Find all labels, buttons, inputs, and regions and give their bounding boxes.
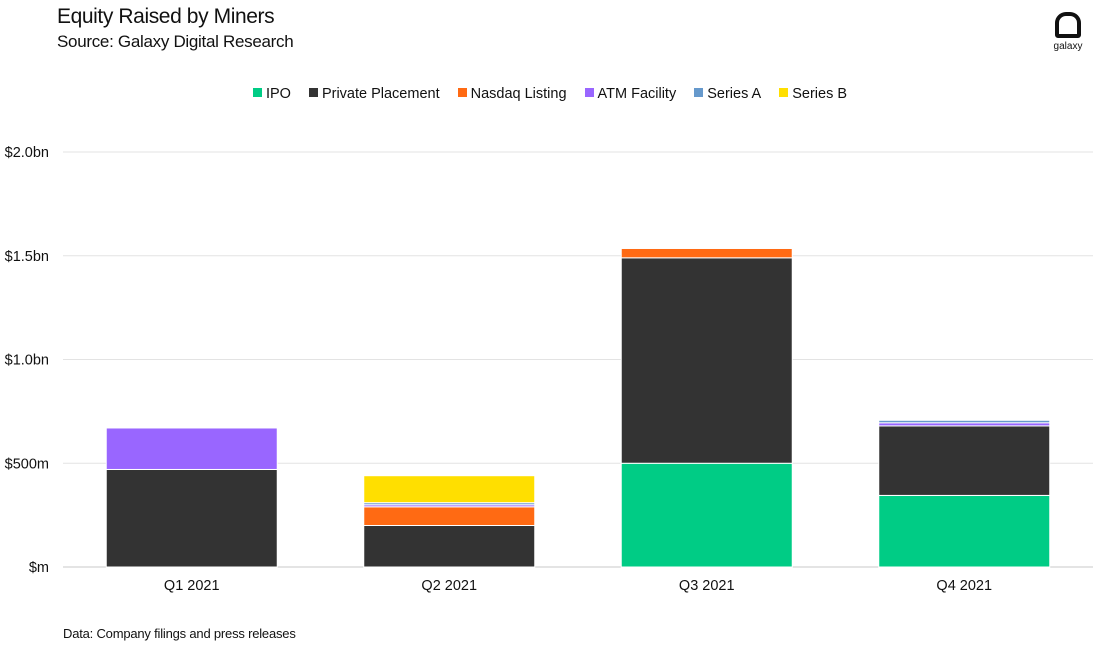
galaxy-logo: galaxy bbox=[1048, 12, 1088, 52]
galaxy-logo-icon bbox=[1055, 12, 1081, 38]
y-tick-label: $2.0bn bbox=[5, 145, 49, 161]
legend-swatch bbox=[694, 88, 704, 97]
chart-legend: IPO Private Placement Nasdaq Listing ATM Fa… bbox=[0, 86, 1100, 102]
legend-label: Nasdaq Listing bbox=[470, 86, 567, 102]
legend-item: Series A bbox=[694, 86, 761, 102]
legend-swatch bbox=[308, 88, 318, 97]
x-tick-label: Q2 2021 bbox=[421, 578, 477, 594]
legend-label: IPO bbox=[265, 86, 291, 102]
bar-segment bbox=[105, 468, 278, 568]
legend-label: Series B bbox=[792, 86, 848, 102]
bar-segment bbox=[878, 419, 1051, 424]
legend-item: Private Placement bbox=[308, 86, 440, 102]
chart-title: Equity Raised by Miners bbox=[57, 5, 275, 28]
bar-segment bbox=[620, 257, 793, 464]
bar-segment bbox=[105, 427, 278, 470]
y-tick-label: $1.0bn bbox=[5, 353, 49, 369]
legend-item: Series B bbox=[779, 86, 847, 102]
bar-segment bbox=[620, 247, 793, 259]
bar-segment bbox=[878, 425, 1051, 496]
legend-swatch bbox=[779, 88, 789, 97]
legend-item: IPO bbox=[252, 86, 291, 102]
bar-segment bbox=[363, 475, 536, 504]
x-tick-label: Q1 2021 bbox=[164, 578, 220, 594]
legend-item: Nasdaq Listing bbox=[457, 86, 567, 102]
y-tick-label: $500m bbox=[5, 456, 49, 472]
x-tick-label: Q3 2021 bbox=[679, 578, 735, 594]
logo-text: galaxy bbox=[1053, 41, 1083, 52]
bar-segment bbox=[620, 462, 793, 568]
x-tick-label: Q4 2021 bbox=[936, 578, 992, 594]
legend-label: ATM Facility bbox=[597, 86, 677, 102]
bar-segment bbox=[878, 494, 1051, 568]
legend-item: ATM Facility bbox=[584, 86, 677, 102]
legend-swatch bbox=[457, 88, 467, 97]
bar-segment bbox=[363, 506, 536, 527]
chart-subtitle: Source: Galaxy Digital Research bbox=[57, 32, 294, 51]
y-tick-label: $1.5bn bbox=[5, 249, 49, 265]
data-source-note: Data: Company filings and press releases bbox=[63, 626, 296, 641]
legend-label: Private Placement bbox=[321, 86, 440, 102]
legend-swatch bbox=[584, 88, 594, 97]
legend-swatch bbox=[252, 88, 262, 97]
bar-segment bbox=[363, 525, 536, 568]
y-tick-label: $m bbox=[29, 560, 49, 576]
legend-label: Series A bbox=[707, 86, 762, 102]
